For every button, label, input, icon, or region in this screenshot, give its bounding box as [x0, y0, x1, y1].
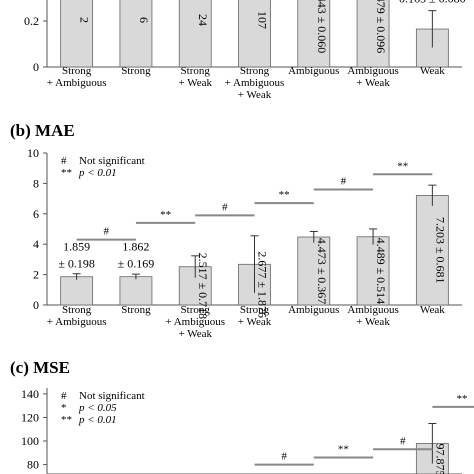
panel-2-significance-symbol: **	[160, 209, 171, 221]
panel-1-bar	[238, 0, 271, 68]
panel-2-category-label: Strong + Ambiguous + Weak	[165, 304, 225, 340]
panel-3-significance-symbol: #	[281, 451, 287, 463]
panel-2-significance-symbol: **	[279, 189, 290, 201]
panel-3-significance-symbol: **	[338, 444, 349, 456]
panel-2-legend-text: p < 0.01	[78, 167, 117, 179]
panel-1-bar	[297, 0, 331, 68]
panel-2-significance-symbol: #	[341, 175, 347, 187]
panel-3-legend-text: p < 0.01	[78, 414, 117, 426]
panel-2-data-label: 1.859 ± 0.198	[58, 240, 95, 271]
panel-1-bar	[356, 0, 390, 68]
panel-2-ytick-label: 2	[33, 268, 39, 282]
panel-3-ytick-label: 100	[21, 434, 39, 448]
panel-2-category-label: Strong + Weak	[238, 304, 272, 328]
panel-2-bar	[119, 276, 153, 306]
panel-3-significance-symbol: **	[457, 393, 468, 405]
panel-1-category-label: Ambiguous + Weak	[347, 65, 398, 89]
panel-3-ytick-label: 140	[21, 387, 39, 401]
panel-2-significance-symbol: **	[397, 160, 408, 172]
panel-2-significance-symbol: #	[104, 226, 110, 238]
panel-2-bar	[356, 236, 390, 306]
panel-3-legend-symbol: #	[61, 390, 67, 402]
panel-1-data-label: 0.165 ± 0.080	[399, 0, 466, 6]
panel-3-legend-text: Not significant	[79, 390, 145, 402]
panel-2-ytick-label: 6	[33, 207, 39, 221]
panel-1-category-label: Strong + Weak	[178, 65, 212, 89]
panel-2-legend-symbol: **	[61, 167, 72, 179]
panel-2-category-label: Weak	[420, 304, 445, 316]
panel-2-category-label: Strong + Ambiguous	[47, 304, 107, 328]
panel-1-ytick-label: 0.2	[24, 14, 39, 28]
panel-1-category-label: Weak	[420, 65, 445, 77]
panel-b-title: (b) MAE	[10, 121, 75, 140]
panel-1-data-label: 24	[196, 14, 210, 26]
panel-3-ytick-label: 120	[21, 410, 39, 424]
panel-2-data-label: 2.677 ± 1.876	[256, 251, 270, 318]
panel-2-legend-text: Not significant	[79, 155, 145, 167]
panel-2-data-label: 4.489 ± 0.514	[374, 238, 388, 305]
panel-3-ytick-label: 80	[27, 458, 39, 472]
panel-1-category-label: Strong + Ambiguous	[47, 65, 107, 89]
panel-2-ytick-label: 8	[33, 176, 39, 190]
panel-2-category-label: Strong	[121, 304, 151, 316]
panel-2-bar	[60, 276, 94, 306]
panel-2-data-label: 7.203 ± 0.681	[433, 217, 447, 284]
panel-1-data-label: 0.443 ± 0.060	[315, 0, 329, 53]
panel-2-ytick-label: 4	[33, 237, 39, 251]
panel-3-data-label: 97.875	[433, 444, 447, 474]
panel-2-data-label: 1.862 ± 0.169	[118, 240, 155, 271]
panel-1-data-label: 0.479 ± 0.096	[374, 0, 388, 53]
panel-2-bar	[415, 195, 449, 306]
panel-2-legend-symbol: #	[61, 155, 67, 167]
panel-2-ytick-label: 0	[33, 298, 39, 312]
panel-3-significance-symbol: #	[400, 435, 406, 447]
panel-1-data-label: 6	[137, 17, 151, 23]
panel-1-category-label: Strong + Ambiguous + Weak	[225, 65, 285, 101]
panel-1-bar	[60, 0, 94, 68]
panel-2-ytick-label: 10	[27, 146, 39, 160]
panel-1-ytick-label: 0	[33, 60, 39, 74]
panel-2-significance-symbol: #	[222, 201, 228, 213]
panel-3-legend-text: p < 0.05	[78, 402, 117, 414]
panel-1-category-label: Ambiguous	[288, 65, 339, 77]
panel-2-data-label: 2.517 ± 0.718	[196, 253, 210, 320]
panel-1-category-label: Strong	[121, 65, 151, 77]
panel-1-data-label: 107	[256, 11, 270, 29]
panel-1-bar	[178, 0, 212, 68]
panel-c-title: (c) MSE	[10, 358, 70, 377]
panel-1-bar	[119, 0, 153, 68]
panel-3-legend-symbol: *	[61, 402, 67, 414]
panel-1-bar	[415, 28, 449, 68]
panel-2-category-label: Ambiguous + Weak	[347, 304, 398, 328]
panel-2-data-label: 4.473 ± 0.367	[315, 238, 329, 305]
panel-2-category-label: Ambiguous	[288, 304, 339, 316]
panel-1-data-label: 2	[78, 17, 92, 23]
panel-3-legend-symbol: **	[61, 414, 72, 426]
panel-2-bar	[297, 236, 331, 306]
